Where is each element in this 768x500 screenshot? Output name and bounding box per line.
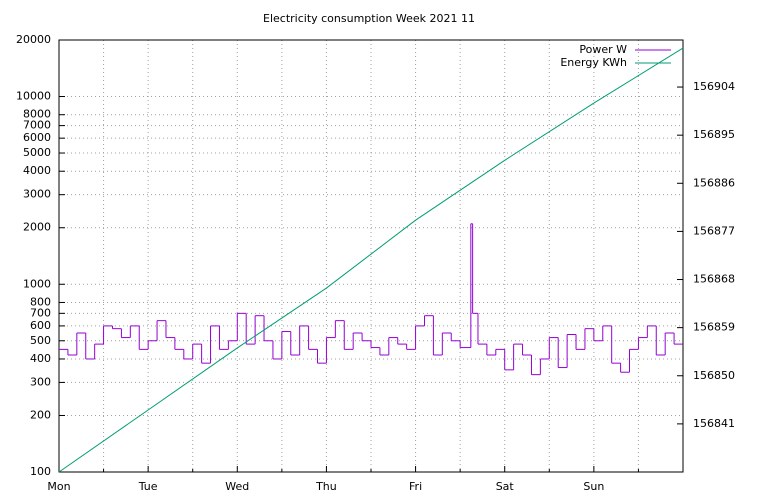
x-tick-label: Sat [496,480,515,493]
y-tick-label: 200 [30,408,51,421]
plot-frame [58,39,684,473]
y-tick-label: 8000 [23,108,51,121]
y2-tick-label: 156877 [693,224,735,237]
x-tick-label: Mon [47,480,70,493]
y2-tick-label: 156904 [693,80,735,93]
y-tick-label: 5000 [23,146,51,159]
y-tick-label: 2000 [23,221,51,234]
legend-label: Power W [579,43,627,56]
y-tick-label: 6000 [23,131,51,144]
y-tick-label: 100 [30,465,51,478]
y-tick-label: 3000 [23,188,51,201]
y-tick-label: 800 [30,295,51,308]
x-tick-label: Wed [225,480,249,493]
x-tick-label: Thu [315,480,337,493]
energy-line [58,47,684,473]
legend-label: Energy KWh [560,56,627,69]
y-tick-label: 600 [30,319,51,332]
y2-tick-label: 156895 [693,128,735,141]
y-tick-label: 300 [30,375,51,388]
x-tick-label: Fri [409,480,422,493]
y-tick-label: 700 [30,306,51,319]
y2-tick-label: 156859 [693,321,735,334]
y2-tick-label: 156850 [693,369,735,382]
y2-tick-label: 156886 [693,176,735,189]
y-tick-label: 7000 [23,119,51,132]
y2-tick-label: 156868 [693,273,735,286]
y-tick-label: 500 [30,334,51,347]
y-tick-label: 400 [30,352,51,365]
y-tick-label: 20000 [16,33,51,46]
y-tick-label: 10000 [16,90,51,103]
x-tick-label: Tue [138,480,158,493]
chart-title: Electricity consumption Week 2021 11 [263,12,475,25]
y-tick-label: 1000 [23,277,51,290]
x-tick-label: Sun [583,480,604,493]
y-tick-label: 4000 [23,164,51,177]
y2-tick-label: 156841 [693,417,735,430]
